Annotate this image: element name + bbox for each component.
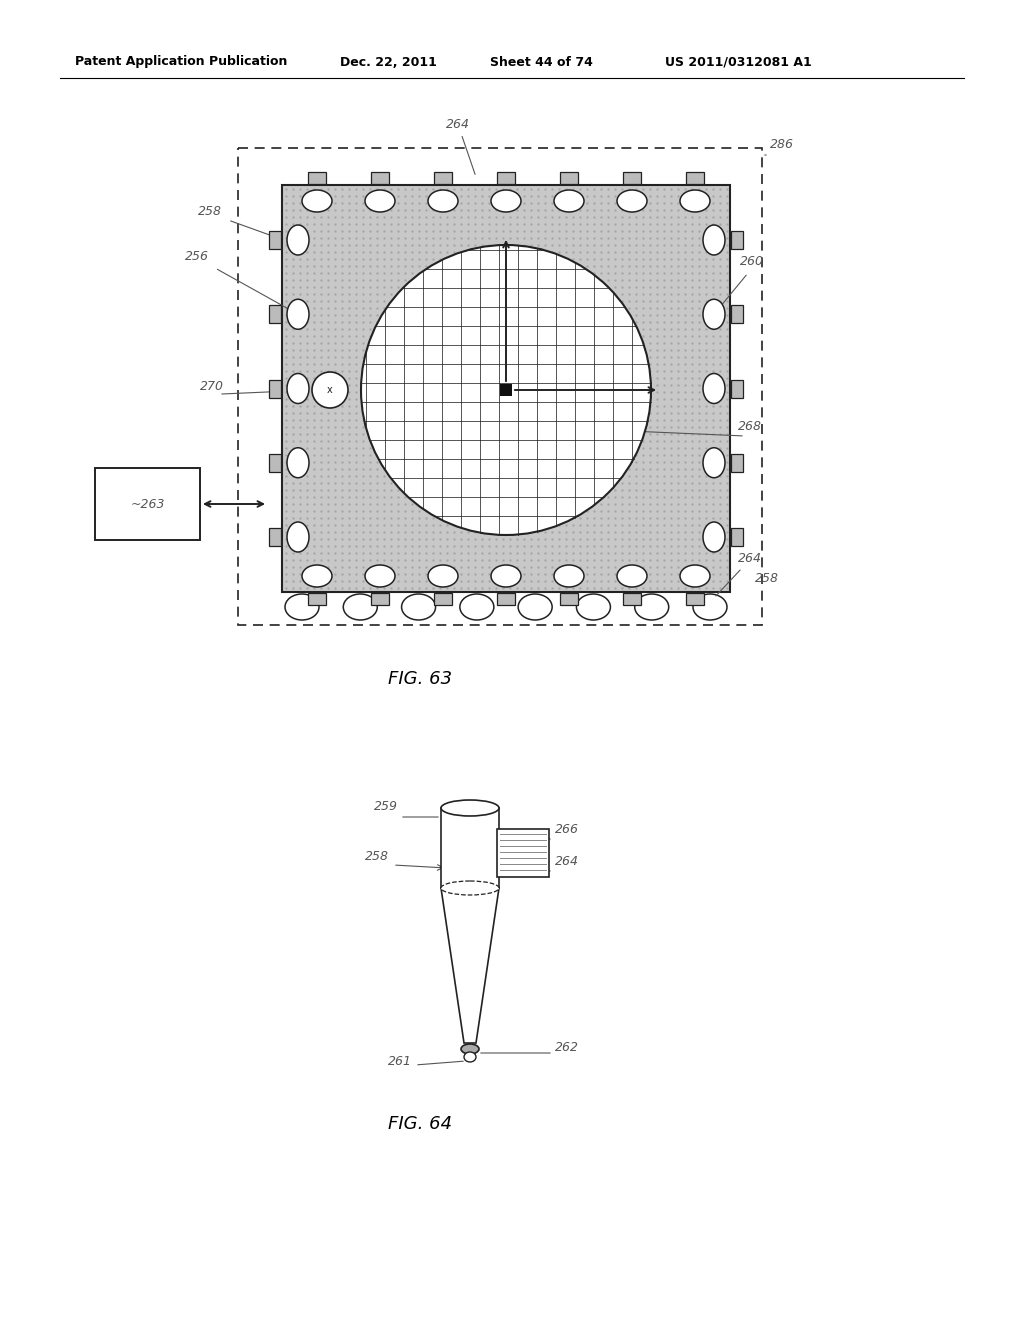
Text: US 2011/0312081 A1: US 2011/0312081 A1: [665, 55, 812, 69]
Bar: [238, 148, 762, 624]
Text: ~263: ~263: [130, 498, 165, 511]
Circle shape: [361, 246, 651, 535]
Text: 262: 262: [555, 1041, 579, 1053]
Bar: [95, 469, 200, 540]
Ellipse shape: [343, 594, 377, 620]
Ellipse shape: [365, 565, 395, 587]
Bar: [441, 808, 499, 888]
Text: 259: 259: [374, 800, 398, 813]
Ellipse shape: [365, 190, 395, 213]
Bar: [560, 593, 578, 605]
Bar: [731, 231, 743, 249]
Ellipse shape: [693, 594, 727, 620]
Text: 270: 270: [200, 380, 224, 393]
Bar: [731, 305, 743, 323]
Text: 256: 256: [185, 249, 209, 263]
Ellipse shape: [554, 190, 584, 213]
Ellipse shape: [617, 565, 647, 587]
Bar: [269, 231, 281, 249]
Ellipse shape: [617, 190, 647, 213]
Ellipse shape: [577, 594, 610, 620]
Text: 258: 258: [198, 205, 222, 218]
Bar: [731, 380, 743, 397]
Ellipse shape: [490, 565, 521, 587]
Ellipse shape: [287, 521, 309, 552]
Bar: [497, 172, 515, 183]
Ellipse shape: [703, 521, 725, 552]
Ellipse shape: [464, 1052, 476, 1063]
Bar: [434, 172, 452, 183]
Text: 268: 268: [738, 420, 762, 433]
Bar: [269, 454, 281, 471]
Bar: [623, 593, 641, 605]
Polygon shape: [441, 888, 499, 1043]
Ellipse shape: [441, 880, 499, 895]
Text: 286: 286: [770, 139, 794, 150]
Bar: [282, 185, 730, 591]
Ellipse shape: [287, 300, 309, 329]
Ellipse shape: [490, 190, 521, 213]
Bar: [686, 593, 705, 605]
Bar: [308, 172, 326, 183]
Text: 264: 264: [446, 117, 475, 174]
Ellipse shape: [285, 594, 319, 620]
Ellipse shape: [703, 224, 725, 255]
Bar: [308, 593, 326, 605]
Text: 260: 260: [740, 255, 764, 268]
Bar: [434, 593, 452, 605]
Bar: [731, 528, 743, 546]
Ellipse shape: [554, 565, 584, 587]
Ellipse shape: [703, 374, 725, 404]
Ellipse shape: [302, 565, 332, 587]
Ellipse shape: [287, 374, 309, 404]
Bar: [269, 305, 281, 323]
Text: Dec. 22, 2011: Dec. 22, 2011: [340, 55, 437, 69]
Text: FIG. 64: FIG. 64: [388, 1115, 452, 1133]
Text: x: x: [327, 385, 333, 395]
Text: 258: 258: [755, 572, 779, 585]
Text: 261: 261: [388, 1055, 412, 1068]
Ellipse shape: [680, 565, 710, 587]
Ellipse shape: [428, 565, 458, 587]
Bar: [497, 829, 549, 876]
Ellipse shape: [703, 447, 725, 478]
Bar: [623, 172, 641, 183]
Ellipse shape: [518, 594, 552, 620]
Ellipse shape: [635, 594, 669, 620]
Ellipse shape: [302, 190, 332, 213]
Ellipse shape: [287, 447, 309, 478]
Bar: [731, 454, 743, 471]
Ellipse shape: [703, 300, 725, 329]
Circle shape: [312, 372, 348, 408]
Text: FIG. 63: FIG. 63: [388, 671, 452, 688]
Ellipse shape: [401, 594, 435, 620]
Text: Patent Application Publication: Patent Application Publication: [75, 55, 288, 69]
Text: Sheet 44 of 74: Sheet 44 of 74: [490, 55, 593, 69]
Text: 264: 264: [555, 855, 579, 869]
Bar: [560, 172, 578, 183]
Text: 264: 264: [738, 552, 762, 565]
Ellipse shape: [680, 190, 710, 213]
Ellipse shape: [461, 1044, 479, 1053]
Bar: [500, 384, 512, 396]
Bar: [269, 528, 281, 546]
Bar: [371, 172, 389, 183]
Bar: [497, 593, 515, 605]
Text: 266: 266: [555, 822, 579, 836]
Ellipse shape: [460, 594, 494, 620]
Bar: [371, 593, 389, 605]
Ellipse shape: [441, 800, 499, 816]
Ellipse shape: [428, 190, 458, 213]
Bar: [686, 172, 705, 183]
Text: 258: 258: [365, 850, 389, 863]
Ellipse shape: [287, 224, 309, 255]
Bar: [269, 380, 281, 397]
